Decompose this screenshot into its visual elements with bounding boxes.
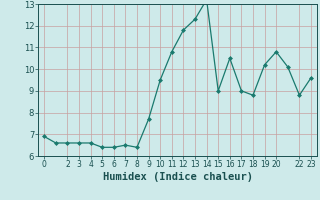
X-axis label: Humidex (Indice chaleur): Humidex (Indice chaleur)	[103, 172, 252, 182]
